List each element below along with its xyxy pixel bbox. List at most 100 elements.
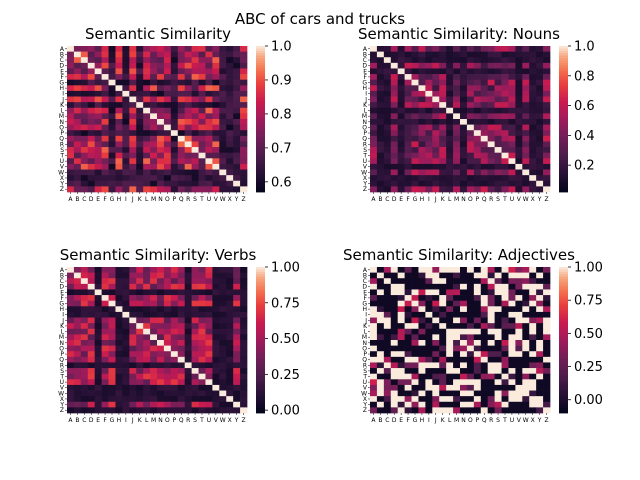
heatmap-cell bbox=[219, 79, 227, 86]
heatmap-cell bbox=[233, 351, 241, 358]
heatmap-cell bbox=[163, 169, 172, 176]
heatmap-cell bbox=[508, 278, 516, 285]
heatmap-cell bbox=[108, 328, 116, 335]
heatmap-cell bbox=[466, 317, 475, 324]
heatmap-cell bbox=[73, 345, 82, 352]
heatmap-cell bbox=[480, 306, 489, 313]
heatmap-cell bbox=[226, 85, 234, 92]
heatmap-cell bbox=[184, 368, 192, 375]
heatmap-cell bbox=[543, 62, 551, 69]
heatmap-cell bbox=[163, 119, 172, 125]
heatmap-cell bbox=[529, 46, 537, 52]
heatmap-cell bbox=[522, 169, 530, 176]
y-tick-label: E bbox=[60, 68, 64, 75]
heatmap-cell bbox=[439, 379, 447, 386]
heatmap-cell bbox=[466, 152, 475, 159]
y-tick-label: Y bbox=[59, 181, 64, 188]
heatmap-cell bbox=[212, 373, 220, 380]
heatmap-cell bbox=[157, 345, 165, 352]
heatmap-cell bbox=[543, 340, 551, 346]
heatmap-cell bbox=[383, 396, 392, 403]
colorbar-tick-label: 0.6 bbox=[574, 99, 595, 114]
heatmap-cell bbox=[411, 124, 419, 131]
heatmap-cell bbox=[425, 351, 433, 358]
heatmap-cell bbox=[191, 356, 199, 363]
heatmap-cell bbox=[397, 289, 405, 296]
colorbar-segment bbox=[256, 376, 265, 380]
heatmap-cell bbox=[205, 401, 213, 408]
heatmap-cell bbox=[157, 68, 165, 75]
heatmap-cell bbox=[522, 368, 530, 375]
heatmap-cell bbox=[494, 119, 502, 125]
heatmap-cell bbox=[198, 345, 206, 352]
colorbar-tick-label: 0.50 bbox=[271, 332, 300, 347]
heatmap-cell bbox=[191, 368, 199, 375]
heatmap-cell bbox=[404, 368, 412, 375]
heatmap-cell bbox=[205, 373, 213, 380]
heatmap-cell bbox=[487, 300, 495, 307]
heatmap-cell bbox=[226, 351, 234, 358]
colorbar-segment bbox=[256, 48, 265, 52]
heatmap-cell bbox=[122, 158, 130, 165]
heatmap-cell bbox=[383, 158, 392, 165]
heatmap-cell bbox=[370, 135, 378, 142]
heatmap-cell bbox=[543, 390, 551, 397]
heatmap-cell bbox=[404, 186, 412, 193]
heatmap-cell bbox=[67, 306, 75, 313]
heatmap-cell bbox=[184, 272, 192, 279]
colorbar-segment bbox=[256, 136, 265, 139]
y-tick-label: J bbox=[364, 317, 367, 324]
heatmap-cell bbox=[150, 141, 158, 148]
heatmap-cell bbox=[212, 113, 220, 120]
y-tick-label: B bbox=[363, 51, 367, 58]
colorbar-segment bbox=[256, 352, 265, 355]
heatmap-cell bbox=[529, 390, 537, 397]
heatmap-cell bbox=[87, 90, 96, 97]
heatmap-cell bbox=[487, 107, 495, 114]
heatmap-cell bbox=[397, 390, 405, 397]
heatmap-cell bbox=[226, 74, 234, 81]
heatmap-cell bbox=[515, 317, 523, 324]
heatmap-cell bbox=[115, 107, 123, 114]
heatmap-cell bbox=[226, 317, 234, 324]
heatmap-cell bbox=[425, 311, 433, 318]
heatmap-cell bbox=[122, 334, 130, 341]
heatmap-cell bbox=[432, 278, 440, 285]
heatmap-cell bbox=[129, 113, 137, 120]
heatmap-cell bbox=[453, 124, 461, 131]
colorbar-segment bbox=[256, 405, 265, 409]
heatmap-cell bbox=[191, 300, 199, 307]
heatmap-cell bbox=[494, 74, 502, 81]
heatmap-cell bbox=[494, 334, 502, 341]
heatmap-cell bbox=[383, 96, 392, 103]
heatmap-cell bbox=[198, 306, 206, 313]
heatmap-cell bbox=[543, 328, 551, 335]
heatmap-cell bbox=[376, 119, 385, 125]
heatmap-cell bbox=[515, 141, 523, 148]
heatmap-cell bbox=[473, 57, 482, 64]
heatmap-cell bbox=[383, 130, 392, 137]
heatmap-cell bbox=[184, 186, 192, 193]
colorbar-segment bbox=[256, 301, 265, 304]
heatmap-cell bbox=[536, 334, 544, 341]
heatmap-cell bbox=[543, 158, 551, 165]
colorbar-segment bbox=[256, 82, 265, 86]
heatmap-cell bbox=[418, 373, 426, 380]
heatmap-cell bbox=[136, 46, 144, 52]
heatmap-cell bbox=[390, 401, 399, 408]
heatmap-cell bbox=[226, 141, 234, 148]
heatmap-cell bbox=[432, 351, 440, 358]
y-tick-label: L bbox=[61, 329, 65, 336]
heatmap-cell bbox=[177, 90, 186, 97]
heatmap-cell bbox=[205, 278, 213, 285]
heatmap-cell bbox=[508, 283, 516, 290]
heatmap-cell bbox=[198, 163, 206, 170]
heatmap-cell bbox=[240, 396, 248, 403]
heatmap-cell bbox=[494, 68, 502, 75]
heatmap-cell bbox=[432, 96, 440, 103]
heatmap-cell bbox=[390, 102, 399, 109]
heatmap-cell bbox=[508, 102, 516, 109]
heatmap-cell bbox=[226, 62, 234, 69]
heatmap-cell bbox=[466, 373, 475, 380]
heatmap-cell bbox=[376, 74, 385, 81]
